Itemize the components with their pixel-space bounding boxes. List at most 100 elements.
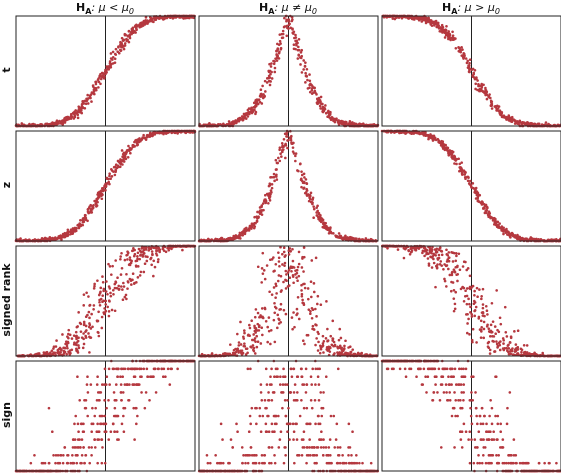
data-point: [97, 310, 100, 314]
data-point: [468, 69, 471, 73]
data-point: [469, 179, 472, 183]
data-point: [83, 215, 87, 218]
data-point: [282, 280, 285, 284]
data-point: [156, 260, 160, 264]
data-point: [256, 265, 260, 269]
data-point: [113, 309, 117, 313]
data-point: [507, 350, 510, 354]
data-point: [478, 288, 481, 291]
data-point: [154, 391, 158, 394]
data-point: [109, 57, 113, 60]
data-point: [259, 88, 263, 92]
data-point: [113, 406, 117, 410]
data-point: [326, 327, 329, 331]
data-point: [397, 16, 401, 19]
data-point: [81, 346, 85, 350]
data-point: [73, 110, 76, 114]
data-point: [481, 303, 485, 306]
data-point: [82, 322, 86, 326]
panel-z-less: [14, 129, 197, 243]
data-point: [237, 344, 241, 347]
row-label-sign: sign: [0, 402, 13, 428]
data-point: [448, 32, 451, 36]
data-point: [298, 162, 302, 166]
data-point: [312, 282, 316, 285]
data-point: [270, 293, 274, 296]
data-point: [74, 330, 78, 334]
data-point: [459, 166, 462, 169]
data-point: [112, 293, 115, 296]
data-point: [465, 61, 469, 65]
data-point: [264, 201, 268, 205]
data-point: [331, 117, 335, 120]
data-point: [423, 254, 426, 258]
data-point: [447, 30, 451, 33]
data-point: [132, 406, 135, 410]
data-point: [250, 106, 253, 110]
data-point: [81, 99, 84, 103]
data-point: [447, 267, 450, 271]
data-point: [332, 340, 336, 344]
data-point: [435, 250, 439, 254]
data-point: [448, 149, 452, 153]
data-point: [284, 287, 288, 290]
data-point: [452, 268, 456, 271]
data-point: [315, 337, 318, 340]
data-point: [277, 51, 281, 55]
data-point: [150, 263, 153, 267]
data-point: [102, 287, 106, 291]
data-point: [96, 193, 99, 196]
data-point: [312, 207, 316, 211]
data-point: [454, 290, 458, 294]
data-point: [103, 75, 106, 78]
data-point: [283, 16, 286, 20]
data-point: [77, 336, 80, 340]
data-point: [113, 52, 117, 56]
data-point: [66, 346, 69, 350]
data-point: [436, 257, 439, 260]
data-point: [149, 257, 152, 261]
data-point: [471, 75, 475, 79]
data-point: [229, 238, 232, 241]
data-point: [159, 130, 163, 134]
data-point: [469, 305, 472, 309]
data-point: [438, 247, 441, 251]
data-point: [232, 348, 236, 352]
data-point: [122, 281, 125, 285]
data-point: [475, 286, 479, 290]
panel-sign-less: [14, 359, 196, 473]
data-point: [95, 383, 99, 386]
data-point: [456, 264, 459, 268]
data-point: [315, 315, 318, 318]
data-point: [237, 341, 241, 344]
data-point: [152, 133, 155, 136]
data-point: [476, 295, 479, 299]
data-point: [487, 95, 491, 99]
data-point: [273, 60, 277, 63]
data-point: [66, 115, 70, 119]
data-point: [92, 307, 95, 311]
data-point: [98, 304, 102, 307]
data-point: [416, 131, 419, 135]
data-point: [432, 22, 436, 25]
data-point: [108, 287, 112, 290]
data-point: [432, 134, 436, 138]
data-point: [119, 285, 123, 288]
data-point: [113, 61, 117, 64]
data-point: [487, 215, 490, 219]
data-point: [284, 156, 287, 160]
data-point: [446, 146, 450, 150]
data-point: [156, 131, 159, 135]
data-point: [89, 383, 93, 386]
data-point: [279, 152, 282, 155]
data-point: [305, 189, 309, 192]
data-point: [295, 271, 299, 275]
data-point: [314, 256, 318, 260]
data-point: [443, 36, 447, 39]
data-point: [122, 406, 125, 410]
data-point: [225, 122, 229, 126]
data-point: [443, 148, 447, 152]
data-point: [505, 118, 508, 121]
data-point: [253, 352, 257, 355]
data-point: [461, 48, 464, 51]
